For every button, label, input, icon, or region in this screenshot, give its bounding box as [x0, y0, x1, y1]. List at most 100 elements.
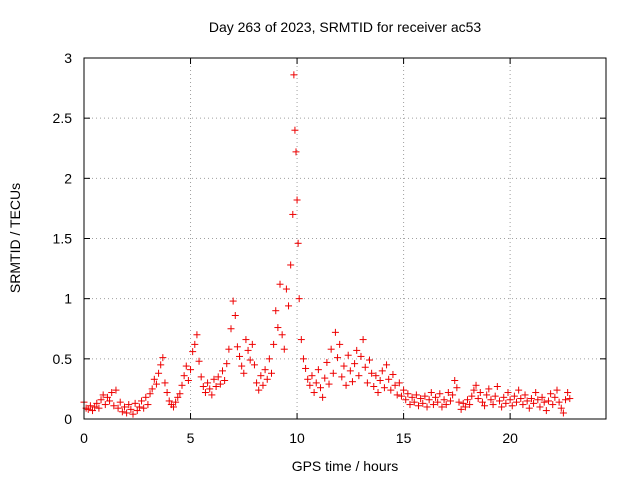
data-point — [562, 396, 570, 404]
data-point — [404, 390, 412, 398]
data-point — [116, 398, 124, 406]
data-point — [180, 372, 188, 380]
grid-lines — [84, 58, 606, 419]
data-point — [415, 402, 423, 410]
data-point — [470, 386, 478, 394]
data-point — [370, 383, 378, 391]
y-tick-label: 2.5 — [53, 110, 73, 126]
data-point — [378, 367, 386, 375]
data-point — [292, 148, 300, 156]
data-point — [250, 361, 258, 369]
data-point — [536, 403, 544, 411]
data-point — [406, 401, 414, 409]
chart-title: Day 263 of 2023, SRMTID for receiver ac5… — [209, 19, 482, 35]
data-point — [344, 351, 352, 359]
axis-ticks — [83, 57, 606, 420]
data-point — [244, 346, 252, 354]
data-point — [457, 405, 465, 413]
data-point — [267, 369, 275, 377]
data-point — [376, 376, 384, 384]
data-point — [421, 392, 429, 400]
data-point — [86, 402, 94, 410]
data-point — [527, 395, 535, 403]
data-point — [564, 389, 572, 397]
data-point — [129, 410, 137, 418]
data-point — [508, 402, 516, 410]
data-point — [438, 403, 446, 411]
data-point — [513, 398, 521, 406]
data-point — [402, 396, 410, 404]
data-point — [299, 355, 307, 363]
data-point — [427, 389, 435, 397]
data-point — [172, 398, 180, 406]
data-point — [191, 340, 199, 348]
data-point — [236, 352, 244, 360]
data-point — [84, 405, 92, 413]
data-point — [140, 404, 148, 412]
data-point — [383, 361, 391, 369]
data-point — [253, 379, 261, 387]
data-point — [157, 361, 165, 369]
data-point — [506, 396, 514, 404]
data-point — [532, 389, 540, 397]
data-point — [323, 358, 331, 366]
data-point — [425, 396, 433, 404]
data-point — [355, 372, 363, 380]
data-point — [287, 261, 295, 269]
data-point — [176, 390, 184, 398]
data-point — [374, 389, 382, 397]
data-point — [89, 407, 97, 415]
y-tick-label: 3 — [64, 50, 72, 66]
data-point — [255, 386, 263, 394]
x-tick-label: 15 — [396, 430, 412, 446]
data-point — [270, 340, 278, 348]
data-point — [453, 384, 461, 392]
data-point — [131, 399, 139, 407]
data-point — [144, 401, 152, 409]
data-point — [359, 336, 367, 344]
data-point — [159, 354, 167, 362]
data-point — [214, 373, 222, 381]
y-tick-label: 0.5 — [53, 351, 73, 367]
data-point — [434, 398, 442, 406]
data-point — [297, 336, 305, 344]
data-point — [272, 307, 280, 315]
data-point — [361, 363, 369, 371]
data-point — [274, 324, 282, 332]
y-tick-label: 2 — [64, 170, 72, 186]
data-point — [278, 331, 286, 339]
data-point — [498, 403, 506, 411]
data-point — [523, 397, 531, 405]
data-point — [150, 375, 158, 383]
data-point — [169, 403, 177, 411]
data-point — [240, 369, 248, 377]
data-point — [233, 343, 241, 351]
data-point — [387, 386, 395, 394]
data-point — [294, 239, 302, 247]
y-axis-label: SRMTID / TECUs — [7, 183, 23, 293]
data-point — [559, 409, 567, 417]
data-point — [218, 367, 226, 375]
data-point — [363, 379, 371, 387]
data-point — [148, 385, 156, 393]
data-point — [178, 381, 186, 389]
data-point — [519, 401, 527, 409]
x-axis-label: GPS time / hours — [292, 458, 399, 474]
data-point — [459, 399, 467, 407]
data-point — [487, 396, 495, 404]
x-tick-label: 0 — [80, 430, 88, 446]
data-point — [184, 376, 192, 384]
data-point — [306, 381, 314, 389]
data-point — [127, 405, 135, 413]
data-point — [474, 395, 482, 403]
data-point — [329, 369, 337, 377]
data-point — [489, 401, 497, 409]
data-point — [91, 403, 99, 411]
data-point — [547, 390, 555, 398]
data-point — [276, 280, 284, 288]
data-point — [397, 392, 405, 400]
data-point — [478, 398, 486, 406]
data-point — [417, 395, 425, 403]
data-point — [304, 375, 312, 383]
data-point — [493, 383, 501, 391]
